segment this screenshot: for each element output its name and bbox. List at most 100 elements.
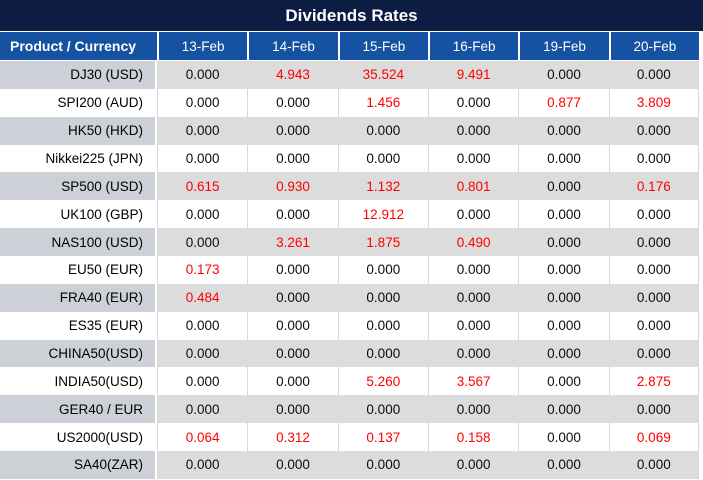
column-header-19-feb: 19-Feb — [518, 32, 609, 60]
dividend-value: 0.000 — [608, 144, 699, 173]
dividend-value: 0.000 — [428, 256, 519, 284]
product-label: US2000(USD) — [0, 423, 157, 452]
dividend-value: 0.000 — [518, 395, 609, 424]
dividend-value: 0.137 — [337, 423, 428, 452]
dividend-value: 0.000 — [518, 423, 609, 452]
dividend-value: 0.000 — [157, 200, 248, 229]
table-row: SPI200 (AUD) 0.000 0.000 1.456 0.000 0.877 3.8… — [0, 88, 699, 117]
table-row: Nikkei225 (JPN) 0.000 0.000 0.000 0.000 0.000… — [0, 144, 699, 173]
product-label: NAS100 (USD) — [0, 228, 157, 257]
dividend-value: 0.000 — [518, 61, 609, 89]
dividend-value: 0.000 — [428, 116, 519, 145]
dividend-value: 0.000 — [518, 367, 609, 396]
dividend-value: 0.158 — [428, 423, 519, 452]
table-row: EU50 (EUR) 0.173 0.000 0.000 0.000 0.000 0.000 — [0, 256, 699, 284]
dividend-value: 0.000 — [157, 367, 248, 396]
table-row: SP500 (USD) 0.615 0.930 1.132 0.801 0.000 0.17… — [0, 172, 699, 201]
dividend-value: 0.484 — [157, 283, 248, 312]
dividend-value: 0.069 — [608, 423, 699, 452]
product-label: SP500 (USD) — [0, 172, 157, 201]
dividend-value: 3.809 — [608, 88, 699, 117]
column-header-product-currency: Product / Currency — [0, 32, 157, 60]
table-row: US2000(USD) 0.064 0.312 0.137 0.158 0.000 0.06… — [0, 423, 699, 452]
dividend-value: 0.000 — [428, 395, 519, 424]
dividend-value: 0.000 — [247, 367, 338, 396]
dividend-value: 0.000 — [247, 451, 338, 479]
dividend-value: 0.000 — [518, 116, 609, 145]
dividend-value: 0.000 — [608, 283, 699, 312]
dividend-value: 0.176 — [608, 172, 699, 201]
dividend-value: 0.000 — [157, 311, 248, 340]
dividend-value: 0.000 — [608, 395, 699, 424]
dividend-value: 0.000 — [518, 451, 609, 479]
table-row: FRA40 (EUR) 0.484 0.000 0.000 0.000 0.000 0.00… — [0, 283, 699, 312]
table-row: UK100 (GBP) 0.000 0.000 12.912 0.000 0.000 0.0… — [0, 200, 699, 229]
dividend-value: 0.000 — [337, 339, 428, 368]
dividend-value: 0.930 — [247, 172, 338, 201]
product-label: SPI200 (AUD) — [0, 88, 157, 117]
dividend-value: 0.000 — [608, 256, 699, 284]
dividend-value: 0.173 — [157, 256, 248, 284]
product-label: EU50 (EUR) — [0, 256, 157, 284]
dividend-value: 35.524 — [337, 61, 428, 89]
dividend-value: 0.000 — [428, 283, 519, 312]
table-row: DJ30 (USD) 0.000 4.943 35.524 9.491 0.000 0.00… — [0, 61, 699, 89]
dividend-value: 0.000 — [157, 228, 248, 257]
table-body: DJ30 (USD) 0.000 4.943 35.524 9.491 0.000 0.00… — [0, 61, 703, 479]
product-label: GER40 / EUR — [0, 395, 157, 424]
dividend-value: 0.000 — [247, 200, 338, 229]
dividend-value: 0.000 — [337, 283, 428, 312]
table-row: GER40 / EUR 0.000 0.000 0.000 0.000 0.000 0.00… — [0, 395, 699, 424]
dividend-value: 0.000 — [518, 256, 609, 284]
table-header-row: Product / Currency 13-Feb 14-Feb 15-Feb … — [0, 32, 699, 61]
column-header-20-feb: 20-Feb — [608, 32, 699, 60]
dividend-value: 0.000 — [247, 311, 338, 340]
dividend-value: 2.875 — [608, 367, 699, 396]
dividend-value: 0.000 — [608, 339, 699, 368]
dividend-value: 0.000 — [428, 88, 519, 117]
dividend-value: 1.132 — [337, 172, 428, 201]
dividend-value: 12.912 — [337, 200, 428, 229]
dividend-value: 0.000 — [247, 116, 338, 145]
dividend-value: 0.000 — [157, 88, 248, 117]
product-label: CHINA50(USD) — [0, 339, 157, 368]
dividend-value: 0.000 — [247, 339, 338, 368]
dividend-value: 4.943 — [247, 61, 338, 89]
dividend-value: 0.490 — [428, 228, 519, 257]
dividend-value: 0.615 — [157, 172, 248, 201]
dividend-value: 0.000 — [518, 339, 609, 368]
dividend-value: 0.000 — [428, 339, 519, 368]
dividend-value: 0.000 — [337, 116, 428, 145]
dividend-value: 0.000 — [157, 61, 248, 89]
dividend-value: 0.000 — [247, 283, 338, 312]
dividend-value: 0.000 — [608, 311, 699, 340]
column-header-14-feb: 14-Feb — [247, 32, 338, 60]
product-label: ES35 (EUR) — [0, 311, 157, 340]
dividend-value: 0.000 — [518, 311, 609, 340]
dividend-value: 1.875 — [337, 228, 428, 257]
dividend-value: 0.000 — [608, 228, 699, 257]
dividend-value: 0.801 — [428, 172, 519, 201]
dividend-value: 0.000 — [337, 395, 428, 424]
panel-title-text: Dividends Rates — [285, 5, 418, 25]
product-label: DJ30 (USD) — [0, 61, 157, 89]
dividend-value: 0.000 — [428, 311, 519, 340]
product-label: UK100 (GBP) — [0, 200, 157, 229]
dividend-value: 0.000 — [337, 144, 428, 173]
dividend-value: 0.000 — [428, 200, 519, 229]
dividend-value: 0.000 — [518, 200, 609, 229]
table-row: CHINA50(USD) 0.000 0.000 0.000 0.000 0.000 0.0… — [0, 339, 699, 368]
column-header-16-feb: 16-Feb — [428, 32, 519, 60]
table-row: NAS100 (USD) 0.000 3.261 1.875 0.490 0.000 0.0… — [0, 228, 699, 257]
dividend-value: 3.567 — [428, 367, 519, 396]
dividend-value: 0.312 — [247, 423, 338, 452]
dividend-value: 0.000 — [608, 451, 699, 479]
dividend-value: 0.000 — [518, 172, 609, 201]
dividend-value: 0.000 — [157, 339, 248, 368]
dividend-value: 0.000 — [608, 116, 699, 145]
product-label: INDIA50(USD) — [0, 367, 157, 396]
product-label: Nikkei225 (JPN) — [0, 144, 157, 173]
dividend-value: 9.491 — [428, 61, 519, 89]
table-row: ES35 (EUR) 0.000 0.000 0.000 0.000 0.000 0.000 — [0, 311, 699, 340]
column-header-15-feb: 15-Feb — [337, 32, 428, 60]
